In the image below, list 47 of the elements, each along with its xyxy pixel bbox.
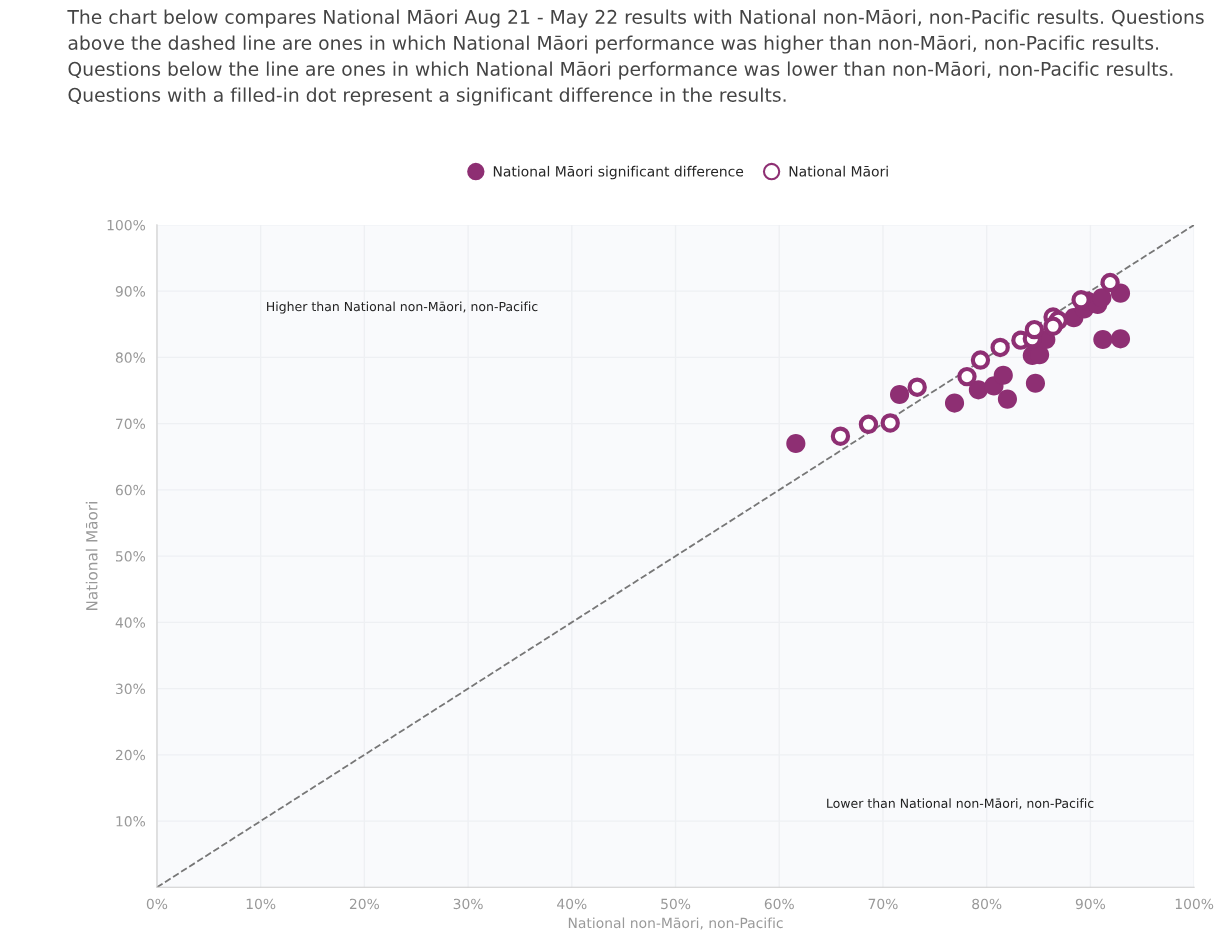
point	[1093, 329, 1113, 350]
x-tick-label: 50%	[661, 898, 691, 910]
x-tick-label: 10%	[246, 898, 276, 910]
x-tick-label: 20%	[349, 898, 380, 910]
point	[858, 414, 879, 434]
x-tick-label: 100%	[1175, 898, 1214, 910]
x-tick-label: 0%	[146, 898, 168, 910]
chart-title: The chart below compares National Māori Aug 21 - May 22 results with National non-Māori, non-Pacific results. Questions above the dashed line are ones in which National Māori performance was higher than non-Māori, non-Pacific results. Questions below the line are ones in which National Māori performance was lower than non-Māori, non-Pacific results. Questions with a filled-in dot represent a significant difference in the results.	[67, 9, 1204, 106]
legend-label: National Māori significant difference	[493, 165, 744, 180]
point	[1024, 319, 1045, 340]
y-tick-label: 70%	[116, 418, 146, 430]
annotation: Lower than National non-Māori, non-Pacific	[827, 798, 1094, 810]
y-tick-label: 50%	[116, 551, 146, 562]
y-tick-label: 100%	[107, 219, 146, 231]
point	[1100, 272, 1120, 293]
x-tick-label: 80%	[972, 898, 1002, 910]
point	[786, 433, 806, 454]
point	[880, 413, 900, 433]
y-tick-label: 90%	[115, 286, 146, 297]
point	[944, 393, 965, 413]
annotation: Higher than National non-Māori, non-Pacific	[267, 301, 538, 314]
legend-label: National Māori	[789, 165, 888, 177]
x-axis-title: National non-Māori, non-Pacific	[568, 917, 783, 930]
x-tick-label: 40%	[557, 898, 587, 910]
point	[1043, 316, 1063, 336]
point	[970, 350, 991, 370]
y-tick-label: 20%	[115, 749, 146, 761]
point	[889, 384, 910, 405]
point	[1110, 329, 1131, 349]
point	[957, 366, 977, 387]
y-tick-label: 10%	[116, 816, 146, 827]
x-tick-label: 90%	[1075, 898, 1106, 910]
point	[997, 389, 1017, 409]
y-tick-label: 40%	[115, 617, 146, 628]
point	[830, 426, 851, 446]
point	[1092, 288, 1112, 308]
y-tick-label: 30%	[116, 683, 146, 695]
x-tick-label: 30%	[453, 898, 483, 910]
point	[907, 377, 927, 397]
x-tick-label: 60%	[764, 898, 794, 910]
point	[1025, 373, 1046, 393]
point	[990, 337, 1010, 358]
y-tick-label: 60%	[115, 484, 146, 496]
y-axis-title: National Māori	[85, 502, 98, 611]
x-tick-label: 70%	[868, 898, 898, 910]
y-tick-label: 80%	[115, 352, 146, 363]
point	[993, 365, 1013, 385]
